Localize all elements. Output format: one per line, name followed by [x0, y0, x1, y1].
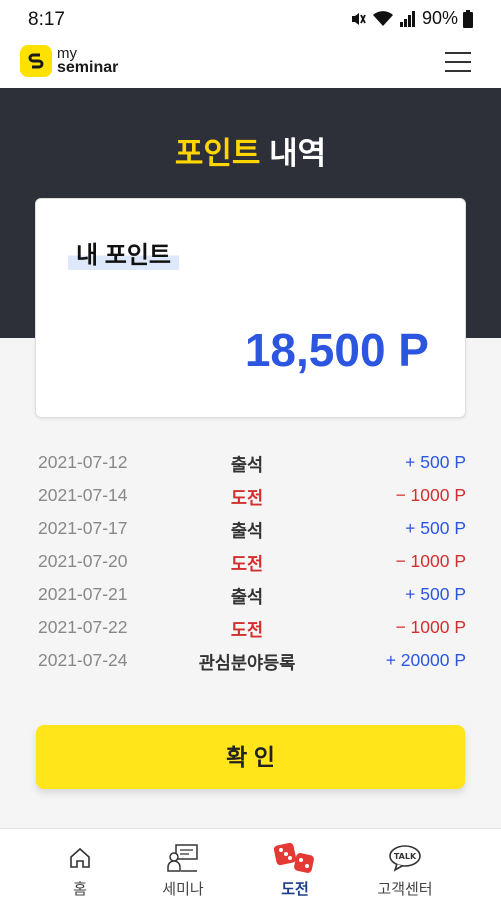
history-date: 2021-07-14 [38, 485, 128, 505]
talk-icon: TALK [360, 843, 450, 873]
battery-icon [463, 9, 473, 28]
history-amount: + 20000 P [385, 650, 466, 670]
history-row: 2021-07-22 도전 − 1000 P [38, 617, 466, 650]
history-amount: + 500 P [405, 452, 466, 472]
signal-icon [399, 10, 417, 28]
nav-label-customer-center: 고객센터 [377, 881, 433, 898]
history-type: 출석 [230, 587, 264, 607]
status-time: 8:17 [28, 9, 65, 30]
app-logo[interactable]: my seminar [20, 45, 118, 77]
history-amount: − 1000 P [395, 485, 466, 505]
history-type: 도전 [230, 488, 264, 508]
history-row: 2021-07-17 출석 + 500 P [38, 518, 466, 551]
logo-line-1: my [57, 45, 77, 62]
point-card-label: 내 포인트 [68, 235, 179, 270]
nav-item-challenge[interactable]: 도전 [250, 842, 340, 899]
home-icon [35, 843, 125, 873]
status-bar: 8:17 90% [0, 0, 501, 40]
history-date: 2021-07-24 [38, 650, 128, 670]
logo-text: my seminar [57, 45, 119, 76]
history-type: 관심분야등록 [198, 653, 296, 673]
svg-text:TALK: TALK [394, 852, 417, 861]
hamburger-menu-icon[interactable] [445, 52, 471, 74]
nav-item-customer-center[interactable]: TALK 고객센터 [360, 843, 450, 899]
history-type: 출석 [230, 521, 264, 541]
logo-line-2: seminar [57, 59, 119, 76]
page-title-rest: 내역 [269, 136, 327, 171]
history-amount: + 500 P [405, 518, 466, 538]
history-row: 2021-07-24 관심분야등록 + 20000 P [38, 650, 466, 683]
history-row: 2021-07-20 도전 − 1000 P [38, 551, 466, 584]
history-type: 도전 [230, 554, 264, 574]
app-header: my seminar [0, 40, 501, 88]
history-date: 2021-07-12 [38, 452, 128, 472]
nav-label-home: 홈 [73, 881, 87, 898]
history-row: 2021-07-21 출석 + 500 P [38, 584, 466, 617]
dice-icon [250, 842, 340, 873]
nav-label-seminar: 세미나 [162, 881, 204, 898]
history-date: 2021-07-17 [38, 518, 128, 538]
nav-item-seminar[interactable]: 세미나 [138, 843, 228, 899]
point-card: 내 포인트 18,500 P [35, 198, 466, 418]
mute-icon [349, 10, 367, 28]
history-date: 2021-07-20 [38, 551, 128, 571]
history-type: 출석 [230, 455, 264, 475]
history-amount: − 1000 P [395, 617, 466, 637]
history-date: 2021-07-21 [38, 584, 128, 604]
page-title-accent: 포인트 [174, 136, 261, 171]
page-title: 포인트 내역 [0, 128, 501, 173]
history-amount: + 500 P [405, 584, 466, 604]
battery-percent: 90% [421, 8, 458, 28]
confirm-button[interactable]: 확 인 [36, 725, 465, 789]
status-icons: 90% [349, 8, 473, 29]
history-row: 2021-07-14 도전 − 1000 P [38, 485, 466, 518]
history-amount: − 1000 P [395, 551, 466, 571]
nav-item-home[interactable]: 홈 [35, 843, 125, 899]
history-date: 2021-07-22 [38, 617, 128, 637]
wifi-icon [372, 10, 394, 28]
logo-mark-icon [20, 45, 52, 77]
history-row: 2021-07-12 출석 + 500 P [38, 452, 466, 485]
seminar-icon [138, 843, 228, 873]
bottom-nav: 홈 세미나 도전 TALK 고객센터 [0, 828, 501, 907]
point-balance: 18,500 P [244, 324, 429, 376]
nav-label-challenge: 도전 [281, 881, 309, 898]
history-type: 도전 [230, 620, 264, 640]
